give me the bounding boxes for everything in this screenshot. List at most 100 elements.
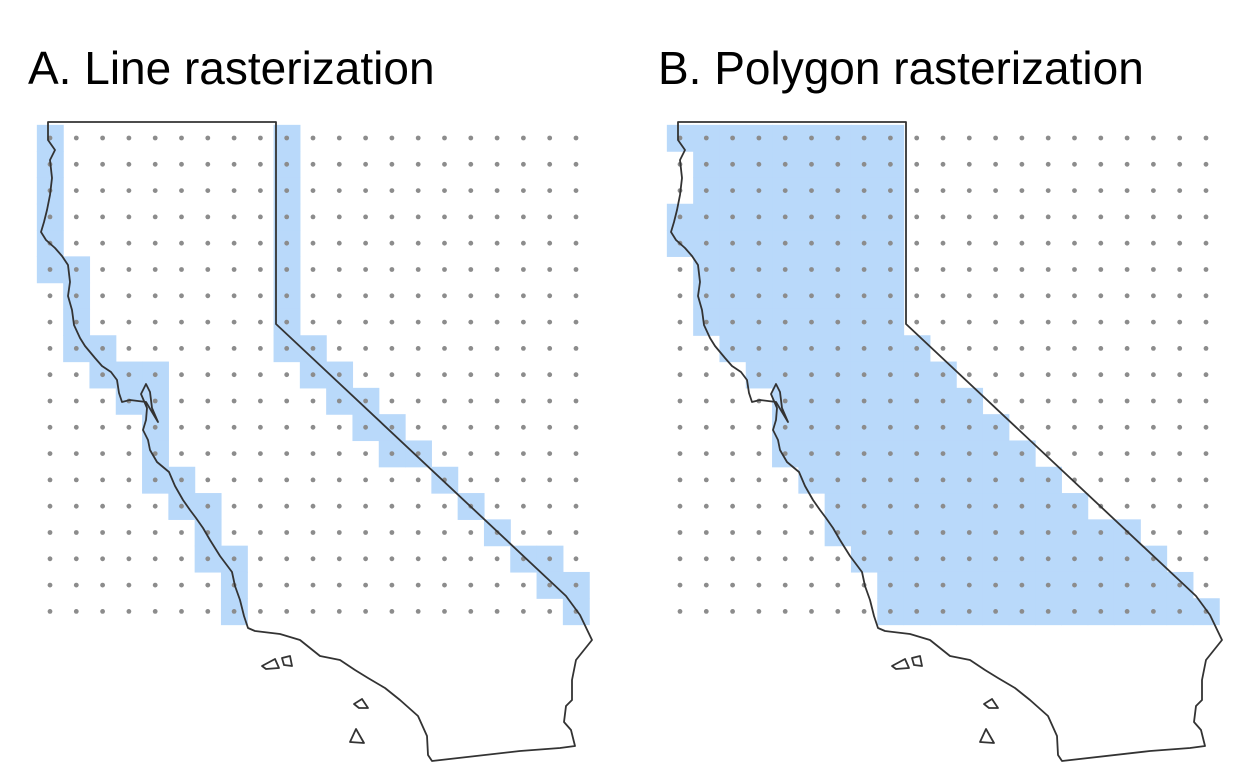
island-outline	[349, 728, 365, 744]
grid-dot	[993, 267, 998, 272]
grid-dot	[468, 161, 474, 167]
grid-dot	[835, 424, 841, 430]
grid-dot	[73, 503, 79, 509]
grid-dot	[1124, 503, 1130, 509]
grid-dot	[284, 372, 290, 378]
grid-dot	[1151, 214, 1156, 220]
grid-dot	[284, 398, 290, 404]
grid-dot	[993, 609, 998, 614]
grid-dot	[73, 556, 79, 562]
grid-dot	[1124, 346, 1130, 351]
grid-dot	[363, 135, 368, 141]
grid-dot	[1072, 267, 1077, 272]
grid-dot	[1151, 477, 1156, 483]
grid-dot	[205, 188, 211, 194]
grid-dot	[258, 188, 263, 194]
grid-dot	[703, 582, 709, 588]
grid-dot	[861, 346, 867, 351]
grid-dot	[415, 424, 421, 430]
grid-dot	[258, 398, 263, 404]
grid-dot	[179, 267, 184, 272]
grid-dot	[73, 609, 79, 614]
grid-dot	[521, 346, 526, 351]
grid-dot	[310, 503, 316, 509]
grid-dot	[284, 293, 290, 299]
grid-dot	[100, 135, 105, 141]
grid-dot	[310, 319, 316, 325]
grid-dot	[47, 556, 53, 562]
grid-dot	[1072, 346, 1077, 351]
grid-dot	[468, 451, 474, 456]
grid-dot	[1019, 556, 1025, 562]
grid-dot	[389, 161, 395, 167]
grid-dot	[231, 188, 237, 194]
grid-dot	[389, 346, 395, 351]
grid-dot	[521, 372, 526, 378]
grid-dot	[47, 319, 53, 325]
grid-dot	[363, 188, 368, 194]
grid-dot	[468, 398, 474, 404]
grid-dot	[205, 477, 211, 483]
grid-dot	[179, 214, 184, 220]
grid-dot	[73, 398, 79, 404]
grid-dot	[547, 451, 553, 456]
grid-dot	[179, 609, 184, 614]
grid-dot	[442, 451, 447, 456]
grid-dot	[468, 530, 474, 535]
grid-dot	[730, 477, 735, 483]
grid-dot	[521, 503, 526, 509]
grid-dot	[258, 135, 263, 141]
panel-line-rasterization: A. Line rasterization	[28, 42, 593, 762]
grid-dot	[861, 503, 867, 509]
grid-dot	[1177, 398, 1183, 404]
grid-dot	[389, 188, 395, 194]
grid-dot	[521, 293, 526, 299]
grid-dot	[940, 424, 946, 430]
grid-dot	[336, 424, 342, 430]
grid-dot	[1098, 556, 1104, 562]
grid-dot	[888, 135, 893, 141]
grid-dot	[1072, 424, 1077, 430]
grid-dot	[47, 346, 53, 351]
grid-dot	[809, 451, 814, 456]
grid-dot	[126, 556, 132, 562]
grid-dot	[336, 530, 342, 535]
grid-dot	[1124, 240, 1130, 246]
grid-dot	[1098, 609, 1104, 614]
grid-dot	[703, 346, 709, 351]
grid-dot	[914, 188, 920, 194]
grid-dot	[179, 240, 184, 246]
grid-dot	[940, 346, 946, 351]
grid-dot	[152, 188, 158, 194]
grid-dot	[284, 424, 290, 430]
grid-dot	[888, 161, 893, 167]
grid-dot	[231, 161, 237, 167]
grid-dot	[993, 582, 998, 588]
grid-dot	[442, 398, 447, 404]
grid-dot	[993, 530, 998, 535]
grid-dot	[1203, 451, 1209, 456]
grid-dot	[1072, 319, 1077, 325]
grid-dot	[573, 240, 579, 246]
grid-dot	[1072, 556, 1077, 562]
grid-dot	[1072, 582, 1077, 588]
grid-dot	[1151, 398, 1156, 404]
grid-dot	[336, 319, 342, 325]
grid-dot	[415, 556, 421, 562]
grid-dot	[1045, 319, 1051, 325]
grid-dot	[310, 214, 316, 220]
grid-dot	[914, 530, 920, 535]
grid-dot	[152, 556, 158, 562]
grid-dot	[756, 319, 762, 325]
grid-dot	[494, 346, 500, 351]
grid-dot	[415, 451, 421, 456]
grid-dot	[1151, 346, 1156, 351]
grid-dot	[573, 530, 579, 535]
grid-dot	[1177, 319, 1183, 325]
grid-dot	[442, 188, 447, 194]
grid-dot	[205, 346, 211, 351]
grid-dot	[1203, 319, 1209, 325]
grid-dot	[415, 530, 421, 535]
grid-dot	[730, 503, 735, 509]
grid-dot	[1124, 293, 1130, 299]
